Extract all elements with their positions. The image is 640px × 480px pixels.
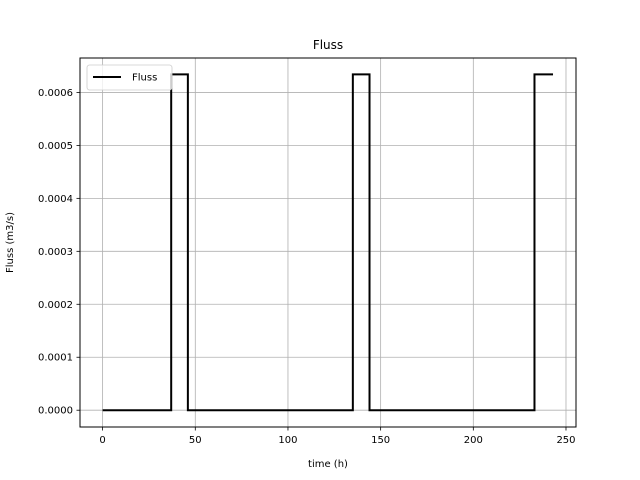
y-tick-label: 0.0000	[38, 406, 73, 417]
y-axis: 0.0000 0.0001 0.0002 0.0003 0.0004 0.0005 0.00…	[38, 88, 80, 417]
y-tick-label: 0.0006	[38, 88, 73, 99]
series-line-fluss	[102, 73, 554, 412]
x-axis-label: time (h)	[308, 459, 348, 470]
plot-area	[80, 58, 576, 427]
chart-title: Fluss	[313, 38, 343, 52]
y-tick-label: 0.0005	[38, 141, 73, 152]
series-layer	[102, 73, 554, 412]
x-tick-label: 250	[556, 435, 575, 446]
legend: Fluss	[86, 64, 173, 91]
x-axis: 0 50 100 150 200 250	[99, 427, 576, 446]
y-tick-label: 0.0003	[38, 247, 73, 258]
x-tick-label: 0	[99, 435, 105, 446]
y-tick-label: 0.0001	[38, 353, 73, 364]
x-tick-label: 100	[278, 435, 297, 446]
grid	[80, 58, 576, 427]
y-tick-label: 0.0004	[38, 194, 73, 205]
x-tick-label: 150	[371, 435, 390, 446]
x-tick-label: 50	[189, 435, 202, 446]
y-axis-label: Fluss (m3/s)	[5, 212, 16, 273]
x-tick-label: 200	[464, 435, 483, 446]
legend-label: Fluss	[132, 73, 157, 84]
y-tick-label: 0.0002	[38, 300, 73, 311]
legend-box	[86, 64, 173, 91]
plot-frame	[79, 57, 577, 428]
